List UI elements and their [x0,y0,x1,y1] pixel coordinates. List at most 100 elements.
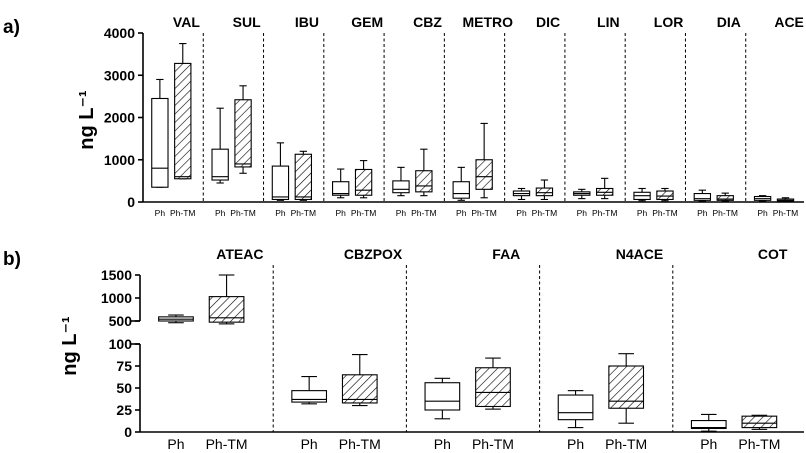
panel-b-box-cot-ph-box [690,420,727,430]
panel-b-plot: 0 25 50 75 100 500 1000 1500 ATEAC Ph Ph-TM CBZPOX P… [101,246,804,452]
panel-a-box-ibu-ph [271,142,290,201]
panel-b-box-faa-ph [424,377,461,420]
panel-b-xtick-faa-ph-tm: Ph-TM [472,436,514,452]
panel-a-box-ace-ph [753,195,772,202]
panel-a-xtick-dia-ph-tm: Ph-TM [712,208,738,218]
panel-a-box-val-ph-tm-box [174,62,192,180]
panel-a-box-sul-ph [211,107,229,184]
panel-a-box-dic-ph-tm-box [535,187,554,197]
panel-b-box-cot-ph-tm-box [741,415,778,429]
panel-a-plot: 0 1000 2000 3000 4000 VAL Ph Ph-TM SUL Ph Ph-TM IBU… [104,14,804,218]
panel-a-box-val-ph [151,78,169,188]
panel-a-box-sul-ph-tm [234,85,252,174]
panel-a-box-val-ph-box [151,97,169,188]
panel-a-box-val-ph-tm [174,43,192,180]
panel-b-box-faa-ph-tm-box [475,367,511,408]
panel-a-xtick-cbz-ph: Ph [396,208,407,218]
panel-a-ytick-label: 4000 [104,25,135,41]
panel-a-xtick-lor-ph: Ph [637,208,648,218]
panel-a-box-dia-ph-tm-box [716,195,734,201]
panel-b-box-cot-ph-tm [741,414,778,430]
panel-a-box-dic-ph-tm [535,179,554,201]
panel-b-box-n4ace-ph-tm-box [608,365,645,409]
panel-a-box-cbz-ph-tm-box [415,170,433,193]
panel-b-xtick-cbzpox-ph: Ph [301,436,318,452]
panel-a-box-dia-ph-box [693,193,712,201]
panel-a-box-dia-ph [693,189,712,202]
panel-a-group-label-dic: DIC [536,14,560,30]
panel-a-ytick-label: 1000 [104,152,135,168]
panel-a-group-label-sul: SUL [233,14,261,30]
panel-b-ytick-label: 1000 [101,290,132,306]
panel-a-box-lor-ph-tm [656,187,674,202]
panel-a-box-metro-ph-tm-box [475,159,493,190]
panel-a-label: a) [3,17,20,38]
panel-a-xtick-lin-ph-tm: Ph-TM [592,208,618,218]
panel-a-box-dia-ph-tm [716,192,734,202]
panel-a-box-gem-ph-tm [354,160,373,199]
panel-b-box-cbzpox-ph-tm [341,354,378,407]
panel-a-group-label-dia: DIA [717,14,741,30]
panel-b-group-label-faa: FAA [492,246,520,262]
panel-b-ytick-label: 500 [109,313,133,329]
panel-a-box-sul-ph-box [211,148,229,181]
panel-b-group-label-cbzpox: CBZPOX [344,246,403,262]
panel-b-box-cbzpox-ph [291,376,328,405]
panel-a-xtick-metro-ph: Ph [456,208,467,218]
panel-b-box-n4ace-ph [557,390,594,429]
panel-a-group-label-metro: METRO [462,14,513,30]
panel-b-group-label-n4ace: N4ACE [616,246,663,262]
panel-b-box-ateac-ph [158,314,194,324]
panel-a-box-sul-ph-tm-box [234,99,252,168]
panel-a-xtick-val-ph: Ph [155,208,166,218]
panel-a-xtick-ace-ph-tm: Ph-TM [773,208,799,218]
panel-a-box-ibu-ph-tm [294,150,313,201]
panel-b-box-n4ace-ph-tm [608,353,645,424]
panel-a-box-lor-ph-tm-box [656,190,674,201]
panel-a-box-ibu-ph-tm-box [294,153,313,201]
panel-a-box-lin-ph-tm [596,177,614,200]
panel-a-group-label-ibu: IBU [295,14,319,30]
panel-b-xtick-cot-ph-tm: Ph-TM [738,436,780,452]
panel-a-group-label-ace: ACE [774,14,804,30]
panel-b-xtick-cot-ph: Ph [700,436,717,452]
panel-a-box-cbz-ph-tm [415,148,433,197]
panel-b-ylabel: ng L⁻¹ [59,316,81,376]
panel-b-xtick-n4ace-ph: Ph [567,436,584,452]
panel-a-ytick-label: 2000 [104,110,135,126]
panel-a-xtick-gem-ph-tm: Ph-TM [351,208,377,218]
panel-a-xtick-sul-ph-tm: Ph-TM [230,208,256,218]
panel-a-group-label-val: VAL [173,14,200,30]
panel-b-ytick-label: 75 [116,358,132,374]
panel-b-ytick-label: 0 [124,424,132,440]
panel-b-xtick-ateac-ph-tm: Ph-TM [206,436,248,452]
panel-a-xtick-val-ph-tm: Ph-TM [170,208,196,218]
panel-b-xtick-n4ace-ph-tm: Ph-TM [605,436,647,452]
panel-b-ytick-label: 100 [109,336,133,352]
panel-a-xtick-cbz-ph-tm: Ph-TM [411,208,437,218]
panel-a-box-lin-ph [573,188,591,200]
panel-b-label: b) [3,249,21,270]
panel-a-box-dic-ph [512,187,531,201]
panel-a-xtick-lin-ph: Ph [577,208,588,218]
panel-a-box-lor-ph [633,187,651,202]
panel-a-ytick-label: 3000 [104,67,135,83]
panel-b-box-cot-ph [690,413,727,432]
panel-a-box-gem-ph-box [332,181,350,196]
panel-a-box-metro-ph [452,166,470,201]
panel-b-group-label-ateac: ATEAC [216,246,263,262]
panel-a-xtick-sul-ph: Ph [215,208,226,218]
panel-b-box-faa-ph-tm [475,357,511,410]
panel-b-box-cbzpox-ph-box [291,390,328,403]
panel-b-xtick-cbzpox-ph-tm: Ph-TM [339,436,381,452]
panel-b-box-n4ace-ph-box [557,394,594,421]
panel-a-xtick-dic-ph: Ph [516,208,527,218]
panel-a-xtick-ibu-ph-tm: Ph-TM [291,208,317,218]
panel-a-xtick-dic-ph-tm: Ph-TM [532,208,558,218]
panel-a-group-label-lor: LOR [654,14,684,30]
panel-a-box-ibu-ph-box [271,165,290,201]
panel-a-box-cbz-ph-box [392,180,410,194]
panel-b-ytick-label: 50 [116,380,132,396]
panel-a-group-label-gem: GEM [351,14,383,30]
